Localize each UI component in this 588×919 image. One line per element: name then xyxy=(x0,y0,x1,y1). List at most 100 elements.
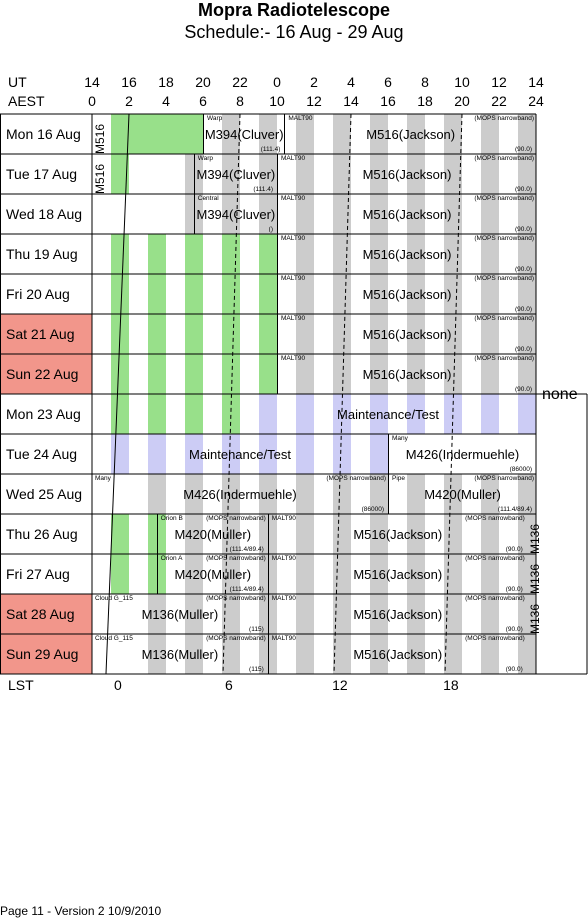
gray-stripe xyxy=(332,194,351,234)
schedule-block: MALT90 (MOPS narrowband) (90.0) M516(Jackso… xyxy=(277,154,536,194)
block-mode-label: (MOPS narrowband) xyxy=(465,595,525,602)
lavender-stripe xyxy=(295,394,314,434)
gray-stripe xyxy=(406,314,425,354)
block-project-label: M516(Jackson) xyxy=(362,167,452,182)
gray-stripe xyxy=(295,354,314,394)
block-project-label: M394(Cluver) xyxy=(196,167,276,182)
gray-stripe xyxy=(480,554,499,594)
aest-tick-label: 20 xyxy=(454,93,470,109)
green-stripe xyxy=(184,114,203,154)
ut-tick-label: 14 xyxy=(84,74,100,90)
block-source-label: MALT90 xyxy=(271,635,296,642)
block-mode-label: (MOPS narrowband) xyxy=(465,515,525,522)
green-stripe xyxy=(184,234,203,274)
gray-stripe xyxy=(332,154,351,194)
gray-stripe xyxy=(517,634,536,674)
block-source-label: Orion A xyxy=(160,555,183,562)
schedule-block: Central () M394(Cluver) xyxy=(193,194,277,234)
block-source-label: Pipe xyxy=(392,475,406,482)
gray-stripe xyxy=(295,114,314,154)
green-stripe xyxy=(184,274,203,314)
block-mode-label: (MOPS narrowband) xyxy=(465,635,525,642)
gray-stripe xyxy=(443,154,462,194)
green-stripe xyxy=(110,554,129,594)
lavender-stripe xyxy=(258,434,277,474)
gray-stripe xyxy=(406,354,425,394)
block-source-label: Warp xyxy=(197,155,214,162)
schedule-block: Cloud G_115 (MOPS narrowband) (115) M136(Mu… xyxy=(92,634,268,674)
ut-tick-label: 18 xyxy=(158,74,174,90)
gray-stripe xyxy=(221,514,240,554)
ut-axis-label: UT xyxy=(8,74,27,90)
gray-stripe xyxy=(184,594,203,634)
schedule-block: MALT90 (MOPS narrowband) (90.0) M516(Jackso… xyxy=(267,554,527,594)
aest-tick-label: 6 xyxy=(199,93,207,109)
gray-stripe xyxy=(443,354,462,394)
day-label: Fri 27 Aug xyxy=(6,566,70,582)
ut-tick-label: 4 xyxy=(347,74,355,90)
gray-stripe xyxy=(443,634,462,674)
gray-stripe xyxy=(147,594,166,634)
gray-stripe xyxy=(369,314,388,354)
gray-stripe xyxy=(295,314,314,354)
gray-stripe xyxy=(369,154,388,194)
lst-axis-label: LST xyxy=(8,677,34,693)
gray-stripe xyxy=(406,154,425,194)
gray-stripe xyxy=(369,554,388,594)
block-project-label: M516(Jackson) xyxy=(362,207,452,222)
lavender-stripe xyxy=(332,394,351,434)
ut-tick-label: 10 xyxy=(454,74,470,90)
block-freq-label: (90.0) xyxy=(515,146,532,153)
green-stripe xyxy=(110,274,129,314)
schedule-block: MALT90 (MOPS narrowband) (90.0) M516(Jackso… xyxy=(284,114,536,154)
block-source-label: MALT90 xyxy=(271,515,296,522)
gray-stripe xyxy=(184,634,203,674)
gray-stripe xyxy=(406,554,425,594)
gray-stripe xyxy=(221,114,240,154)
gray-stripe xyxy=(517,554,536,594)
schedule-block: MALT90 (MOPS narrowband) (90.0) M516(Jackso… xyxy=(267,634,527,674)
block-freq-label: (86000) xyxy=(509,466,532,473)
green-stripe xyxy=(221,314,240,354)
green-stripe xyxy=(110,154,129,194)
block-freq-label: (111.4/89.4) xyxy=(229,586,264,593)
gray-stripe xyxy=(369,114,388,154)
page-footer: Page 11 - Version 2 10/9/2010 xyxy=(0,904,162,918)
gray-stripe xyxy=(221,634,240,674)
block-project-label: M394(Cluver) xyxy=(204,127,284,142)
block-freq-label: (115) xyxy=(249,666,264,673)
lavender-stripe xyxy=(332,434,351,474)
lst-tick-label: 6 xyxy=(224,677,233,693)
schedule-block: MALT90 (MOPS narrowband) (90.0) M516(Jackso… xyxy=(277,274,536,314)
block-project-label: Maintenance/Test xyxy=(189,447,291,462)
gray-stripe xyxy=(480,274,499,314)
gray-stripe xyxy=(295,594,314,634)
green-stripe xyxy=(184,394,203,434)
block-project-label: M426(Indermuehle) xyxy=(405,447,520,462)
block-project-label: M420(Muller) xyxy=(174,567,252,582)
block-project-label: M516(Jackson) xyxy=(353,647,443,662)
block-mode-label: (MOPS narrowband) xyxy=(474,155,534,162)
block-mode-label: (MOPS narrowband) xyxy=(474,235,534,242)
block-source-label: Warp xyxy=(207,115,223,122)
gray-stripe xyxy=(406,594,425,634)
block-source-label: MALT90 xyxy=(271,595,296,602)
ut-tick-label: 6 xyxy=(384,74,392,90)
green-stripe xyxy=(166,114,185,154)
block-source-label: MALT90 xyxy=(271,555,296,562)
gray-stripe xyxy=(406,514,425,554)
block-project-label: M516(Jackson) xyxy=(353,527,443,542)
block-project-label: M136(Muller) xyxy=(141,647,219,662)
gray-stripe xyxy=(517,114,536,154)
gray-stripe xyxy=(369,354,388,394)
day-label: Thu 26 Aug xyxy=(6,526,78,542)
day-label: Wed 18 Aug xyxy=(6,206,83,222)
block-mode-label: (MOPS narrowband) xyxy=(474,315,534,322)
gray-stripe xyxy=(369,194,388,234)
day-label: Wed 25 Aug xyxy=(6,486,83,502)
block-freq-label: (111.4) xyxy=(260,146,281,153)
block-mode-label: (MOPS narrowband) xyxy=(474,275,534,282)
block-freq-label: () xyxy=(268,226,273,233)
lavender-stripe xyxy=(221,434,240,474)
